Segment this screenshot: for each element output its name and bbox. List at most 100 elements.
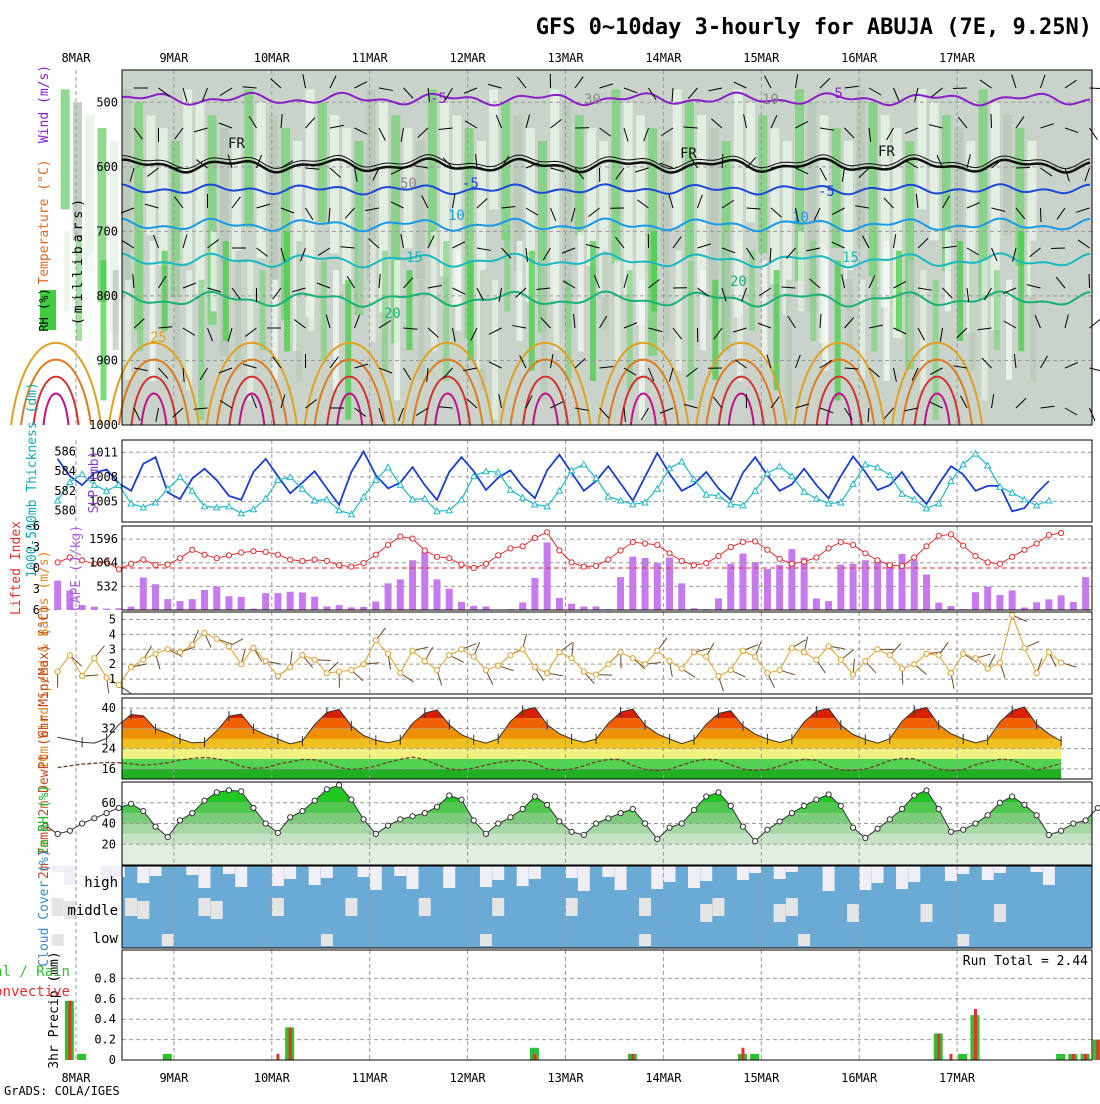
cape-bar [54, 581, 61, 610]
wind-speed-marker [459, 647, 464, 652]
lifted-index-marker [361, 561, 366, 566]
rh-marker [581, 832, 586, 837]
rh-marker [765, 827, 770, 832]
thickness-tick-label: 586 [54, 445, 76, 459]
contour-label: 15 [406, 250, 423, 266]
temperature-legend-label: Temperature (°C) [37, 159, 52, 284]
lifted-index-marker [434, 554, 439, 559]
lifted-index-marker [349, 564, 354, 569]
slp-line [58, 452, 1049, 512]
wind-legend-label: Wind (m/s) [37, 65, 52, 143]
high-cloud-gap [443, 866, 455, 888]
rh-shade [957, 241, 963, 341]
wind-speed-marker [875, 647, 880, 652]
thickness-marker [972, 451, 978, 457]
wind-speed-marker [716, 674, 721, 679]
high-cloud-gap [872, 866, 884, 883]
cape-bar [519, 602, 526, 610]
wind-speed-marker [508, 653, 513, 658]
wind-speed-marker [239, 662, 244, 667]
lifted-index-marker [973, 554, 978, 559]
lifted-index-marker [496, 553, 501, 558]
high-cloud-gap [370, 866, 382, 890]
lifted-index-marker [581, 564, 586, 569]
rh-marker [92, 816, 97, 821]
rh-marker [483, 831, 488, 836]
temperature-contour [44, 394, 69, 425]
lifted-index-marker [1022, 547, 1027, 552]
rh-shade [774, 270, 780, 390]
lifted-index-marker [606, 557, 611, 562]
date-label-top: 13MAR [547, 51, 584, 65]
rh-legend-label: RH (%) [37, 288, 51, 331]
rh-shade [330, 115, 339, 253]
rh-marker [1046, 832, 1051, 837]
rh-marker [838, 803, 843, 808]
wind-speed-marker [753, 654, 758, 659]
convective-precip-bar [949, 1054, 952, 1060]
cape-bar [225, 596, 232, 610]
low-cloud-gap [480, 934, 492, 946]
convective-precip-bar [68, 1001, 71, 1060]
rh-shade [896, 251, 902, 331]
rh2m-axis-label: 2m RH (%) [37, 785, 52, 855]
rh-marker [802, 803, 807, 808]
convective-precip-bar [1072, 1054, 1075, 1060]
lifted-index-marker [753, 539, 758, 544]
contour-label: 20 [730, 274, 747, 290]
wind-speed-marker [190, 642, 195, 647]
lifted-index-marker [337, 563, 342, 568]
wind-speed-marker [618, 650, 623, 655]
rh-marker [165, 834, 170, 839]
rh-marker [214, 790, 219, 795]
rh-shade [930, 102, 939, 240]
cape-bar [274, 593, 281, 610]
middle-cloud-gap [125, 898, 137, 916]
date-label-top: 15MAR [743, 51, 780, 65]
lifted-index-marker [312, 557, 317, 562]
lifted-index-marker [459, 562, 464, 567]
high-cloud-gap [578, 866, 590, 891]
lifted-index-marker [447, 556, 452, 561]
wind-speed-marker [141, 657, 146, 662]
thickness-marker [813, 496, 819, 502]
wind-speed-marker [385, 651, 390, 656]
rh-shade [183, 89, 192, 263]
wind-speed-marker [728, 668, 733, 673]
contour-label: 30 [584, 92, 601, 108]
high-cloud-gap [1043, 866, 1055, 885]
rh-shade [575, 115, 584, 235]
rh-marker [973, 821, 978, 826]
wind-speed-marker [483, 668, 488, 673]
rh-shade [146, 115, 155, 235]
wind-speed-marker [165, 647, 170, 652]
precip-tick-label: 0.4 [94, 1012, 116, 1026]
wind-speed-marker [337, 669, 342, 674]
high-cloud-gap [517, 866, 529, 886]
cape-bar [996, 595, 1003, 610]
rh-marker [263, 821, 268, 826]
lifted-index-marker [177, 556, 182, 561]
wind-speed-marker [410, 648, 415, 653]
date-label-bottom: 9MAR [159, 1071, 189, 1085]
cape-bar [397, 579, 404, 610]
cape-bar [287, 592, 294, 610]
lifted-index-marker [887, 563, 892, 568]
lifted-index-marker [569, 560, 574, 565]
rh-shade [614, 260, 620, 360]
lifted-index-marker [642, 541, 647, 546]
thickness-marker [104, 488, 110, 494]
wind-tick-label: 4 [109, 627, 116, 641]
wind-speed-marker [802, 650, 807, 655]
rh-shade [113, 270, 119, 350]
wind-speed-marker [899, 666, 904, 671]
lifted-index-marker [777, 556, 782, 561]
wind-speed-marker [593, 672, 598, 677]
lifted-index-marker [275, 552, 280, 557]
contour-label: FR [680, 146, 697, 162]
thickness-tick-label: 582 [54, 484, 76, 498]
rh-marker [532, 794, 537, 799]
rh-marker [398, 817, 403, 822]
cape-bar [825, 601, 832, 610]
